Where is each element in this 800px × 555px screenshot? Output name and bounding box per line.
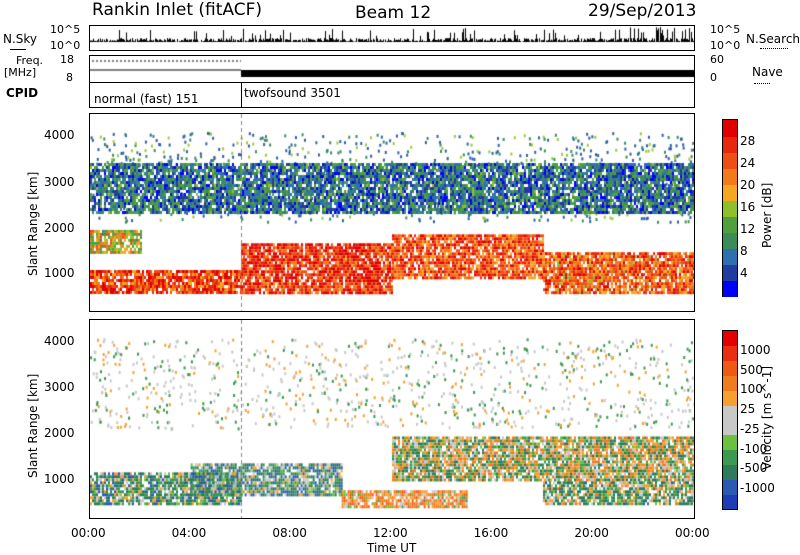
nave-bottom-label: 0 — [710, 71, 717, 84]
cpid-divider — [241, 83, 242, 107]
velocity-colorbar — [722, 330, 738, 510]
colorbar-cell — [723, 405, 737, 421]
colorbar-cell — [723, 494, 737, 510]
colorbar-tick-label: 28 — [740, 134, 756, 148]
colorbar-cell — [723, 375, 737, 391]
colorbar-tick-label: 4 — [740, 266, 748, 280]
velocity-ytick-1000: 1000 — [44, 472, 75, 486]
colorbar-cell — [723, 200, 737, 217]
colorbar-tick-label: 8 — [740, 244, 748, 258]
velocity-colorbar-label: Velocity [m s^-1] — [760, 365, 774, 470]
freq-label: Freq. — [16, 54, 44, 67]
colorbar-cell — [723, 479, 737, 495]
colorbar-cell — [723, 331, 737, 347]
nsky-label: N.Sky — [3, 32, 38, 46]
x-axis-title: Time UT — [367, 541, 417, 555]
colorbar-cell — [723, 216, 737, 233]
nsky-top-label: 10^5 — [50, 23, 81, 36]
cpid-mode-2: twofsound 3501 — [244, 86, 341, 100]
power-colorbar-label: Power [dB] — [760, 182, 774, 248]
beam-title: Beam 12 — [355, 3, 432, 23]
x-tick-label: 00:00 — [675, 526, 710, 540]
freq-unit-label: [MHz] — [4, 66, 37, 79]
nsearch-bottom-label: 10^0 — [710, 39, 741, 52]
colorbar-cell — [723, 280, 737, 297]
power-plot — [89, 113, 695, 312]
x-tick-label: 08:00 — [272, 526, 307, 540]
nave-label: Nave — [752, 65, 783, 79]
colorbar-cell — [723, 248, 737, 265]
colorbar-tick-label: -1000 — [740, 481, 775, 496]
velocity-ylabel: Slant Range [km] — [26, 373, 40, 478]
velocity-ytick-2000: 2000 — [44, 426, 75, 440]
nsearch-legend-line — [760, 48, 788, 49]
velocity-plot — [89, 319, 695, 519]
colorbar-cell — [723, 390, 737, 406]
nsky-strip — [89, 25, 695, 51]
colorbar-tick-label: 1000 — [740, 342, 771, 357]
colorbar-tick-label: -500 — [740, 461, 768, 476]
colorbar-cell — [723, 345, 737, 362]
date-title: 29/Sep/2013 — [588, 1, 697, 21]
power-ytick-1000: 1000 — [44, 266, 75, 280]
cpid-mode-1: normal (fast) 151 — [94, 92, 199, 106]
colorbar-tick-label: 16 — [740, 200, 756, 214]
nsky-legend-line — [10, 49, 26, 50]
colorbar-cell — [723, 420, 737, 436]
power-ytick-2000: 2000 — [44, 221, 75, 235]
power-ylabel: Slant Range [km] — [26, 171, 40, 276]
colorbar-tick-label: 100 — [740, 382, 763, 397]
nave-legend-line — [754, 83, 770, 84]
freq-top-label: 18 — [60, 53, 74, 66]
freq-strip — [89, 55, 695, 83]
velocity-ytick-3000: 3000 — [44, 380, 75, 394]
nsky-bottom-label: 10^0 — [50, 39, 81, 52]
cpid-label: CPID — [6, 86, 39, 100]
colorbar-tick-label: 24 — [740, 156, 756, 170]
colorbar-cell — [723, 434, 737, 451]
station-title: Rankin Inlet (fitACF) — [92, 0, 263, 20]
colorbar-cell — [723, 152, 737, 169]
nave-top-label: 60 — [710, 53, 724, 66]
power-colorbar — [722, 119, 738, 297]
colorbar-tick-label: -100 — [740, 441, 768, 456]
x-tick-label: 04:00 — [171, 526, 207, 540]
colorbar-cell — [723, 232, 737, 249]
colorbar-cell — [723, 264, 737, 281]
x-tick-label: 00:00 — [71, 526, 106, 540]
colorbar-cell — [723, 360, 737, 376]
colorbar-cell — [723, 136, 737, 153]
colorbar-cell — [723, 120, 737, 137]
freq-bottom-label: 8 — [66, 71, 73, 84]
x-tick-label: 12:00 — [373, 526, 408, 540]
velocity-ytick-4000: 4000 — [44, 334, 75, 348]
colorbar-tick-label: 12 — [740, 222, 756, 236]
cpid-strip: normal (fast) 151 twofsound 3501 — [89, 83, 695, 108]
power-ytick-3000: 3000 — [44, 175, 75, 189]
x-tick-label: 20:00 — [574, 526, 609, 540]
colorbar-cell — [723, 184, 737, 201]
colorbar-cell — [723, 464, 737, 480]
colorbar-tick-label: -25 — [740, 421, 760, 436]
colorbar-cell — [723, 449, 737, 465]
colorbar-cell — [723, 168, 737, 185]
colorbar-tick-label: 20 — [740, 178, 756, 192]
power-ytick-4000: 4000 — [44, 128, 75, 142]
colorbar-tick-label: 25 — [740, 402, 756, 417]
x-tick-label: 16:00 — [473, 526, 509, 540]
nsearch-label: N.Search — [746, 32, 800, 46]
colorbar-tick-label: 500 — [740, 362, 763, 377]
nsearch-top-label: 10^5 — [710, 23, 741, 36]
